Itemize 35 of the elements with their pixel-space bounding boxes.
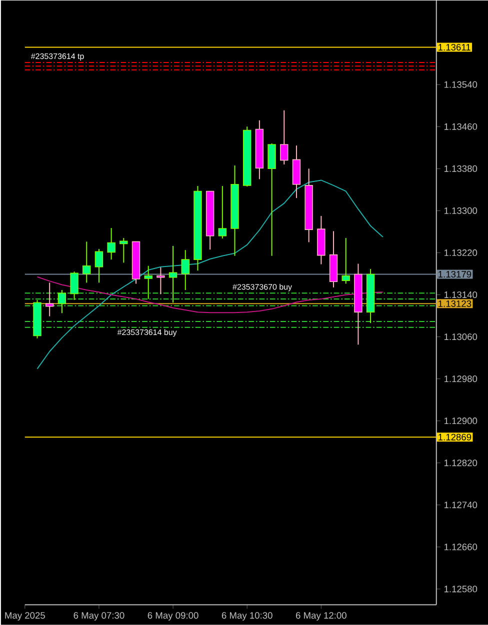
- candlestick: [218, 185, 226, 240]
- x-tick-label: May 2025: [5, 612, 45, 621]
- y-tick-label: 1.13380: [444, 165, 477, 172]
- x-tick-label: 6 May 10:30: [222, 612, 272, 621]
- candlestick: [156, 266, 165, 295]
- x-tick-label: 6 May 12:00: [296, 612, 346, 621]
- ref-line-label: 1.13179: [438, 270, 471, 278]
- candlestick: [342, 237, 350, 284]
- y-tick-label: 1.13060: [444, 333, 477, 340]
- candlestick: [119, 237, 128, 264]
- ref-line-label: 1.13611: [438, 44, 470, 51]
- candlestick: [82, 241, 91, 284]
- y-tick-label: 1.13540: [444, 81, 477, 88]
- ref-line-label: 1.12869: [438, 434, 471, 440]
- candlestick: [280, 110, 288, 165]
- candlestick: [144, 265, 152, 300]
- y-tick-label: 1.12740: [444, 502, 477, 508]
- y-tick-label: 1.12980: [444, 376, 477, 382]
- ref-line-label: 1.13123: [438, 300, 471, 307]
- candlestick: [107, 228, 116, 260]
- y-tick-label: 1.13460: [444, 123, 477, 130]
- candlestick: [168, 245, 177, 304]
- y-tick-label: 1.12820: [444, 460, 477, 466]
- y-tick-label: 1.12580: [444, 586, 477, 592]
- candlestick: [94, 248, 103, 284]
- y-tick-label: 1.12660: [444, 544, 477, 550]
- candlestick: [70, 271, 78, 300]
- x-tick-label: 6 May 09:00: [148, 612, 198, 621]
- y-tick-label: 1.13220: [444, 249, 477, 256]
- y-tick-label: 1.12900: [444, 418, 477, 424]
- x-tick-label: 6 May 07:30: [74, 612, 124, 621]
- y-tick-label: 1.13140: [444, 291, 477, 298]
- candlestick: [181, 250, 190, 291]
- candlestick: [58, 290, 66, 314]
- y-tick-label: 1.13300: [444, 207, 477, 214]
